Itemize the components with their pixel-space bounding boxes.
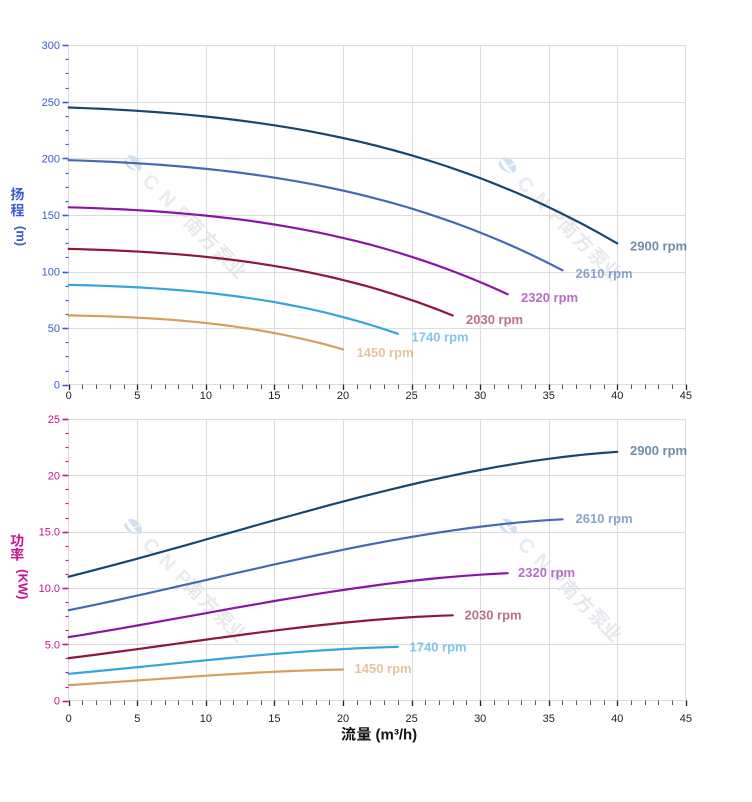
svg-text:1450 rpm: 1450 rpm: [357, 345, 414, 360]
svg-text:100: 100: [42, 267, 60, 279]
svg-text:35: 35: [543, 390, 555, 402]
svg-text:250: 250: [42, 97, 60, 109]
svg-text:200: 200: [42, 153, 60, 165]
svg-text:15: 15: [268, 390, 280, 402]
svg-text:20: 20: [48, 470, 60, 482]
svg-text:2610 rpm: 2610 rpm: [576, 266, 633, 281]
svg-text:5: 5: [134, 713, 140, 725]
svg-text:40: 40: [611, 713, 623, 725]
svg-text:25: 25: [405, 713, 417, 725]
svg-text:2900 rpm: 2900 rpm: [630, 239, 687, 254]
svg-text:10.0: 10.0: [39, 583, 60, 595]
svg-text:40: 40: [611, 390, 623, 402]
svg-text:25: 25: [405, 390, 417, 402]
svg-text:2900 rpm: 2900 rpm: [630, 443, 687, 458]
svg-text:(KW): (KW): [15, 569, 30, 599]
svg-text:0: 0: [54, 380, 60, 392]
svg-text:50: 50: [48, 323, 60, 335]
svg-text:15.0: 15.0: [39, 527, 60, 539]
svg-text:1740 rpm: 1740 rpm: [410, 640, 467, 655]
svg-text:20: 20: [337, 390, 349, 402]
svg-text:30: 30: [474, 390, 486, 402]
svg-text:150: 150: [42, 210, 60, 222]
svg-text:2030 rpm: 2030 rpm: [466, 312, 523, 327]
svg-text:5.0: 5.0: [45, 639, 60, 651]
svg-text:0: 0: [54, 696, 60, 708]
svg-text:35: 35: [543, 713, 555, 725]
svg-text:2320 rpm: 2320 rpm: [518, 565, 575, 580]
svg-text:10: 10: [200, 713, 212, 725]
svg-text:2320 rpm: 2320 rpm: [521, 290, 578, 305]
svg-text:30: 30: [474, 713, 486, 725]
svg-text:20: 20: [337, 713, 349, 725]
svg-text:0: 0: [66, 390, 72, 402]
svg-text:5: 5: [134, 390, 140, 402]
svg-text:25: 25: [48, 414, 60, 426]
svg-text:15: 15: [268, 713, 280, 725]
svg-text:(m): (m): [13, 226, 28, 246]
svg-text:0: 0: [66, 713, 72, 725]
svg-text:1450 rpm: 1450 rpm: [355, 661, 412, 676]
svg-text:10: 10: [200, 390, 212, 402]
svg-text:2610 rpm: 2610 rpm: [576, 511, 633, 526]
svg-text:300: 300: [42, 40, 60, 52]
svg-text:2030 rpm: 2030 rpm: [465, 608, 522, 623]
svg-text:1740 rpm: 1740 rpm: [412, 330, 469, 345]
svg-text:45: 45: [680, 713, 692, 725]
svg-text:45: 45: [680, 390, 692, 402]
svg-text:(m³/h): (m³/h): [376, 727, 418, 744]
